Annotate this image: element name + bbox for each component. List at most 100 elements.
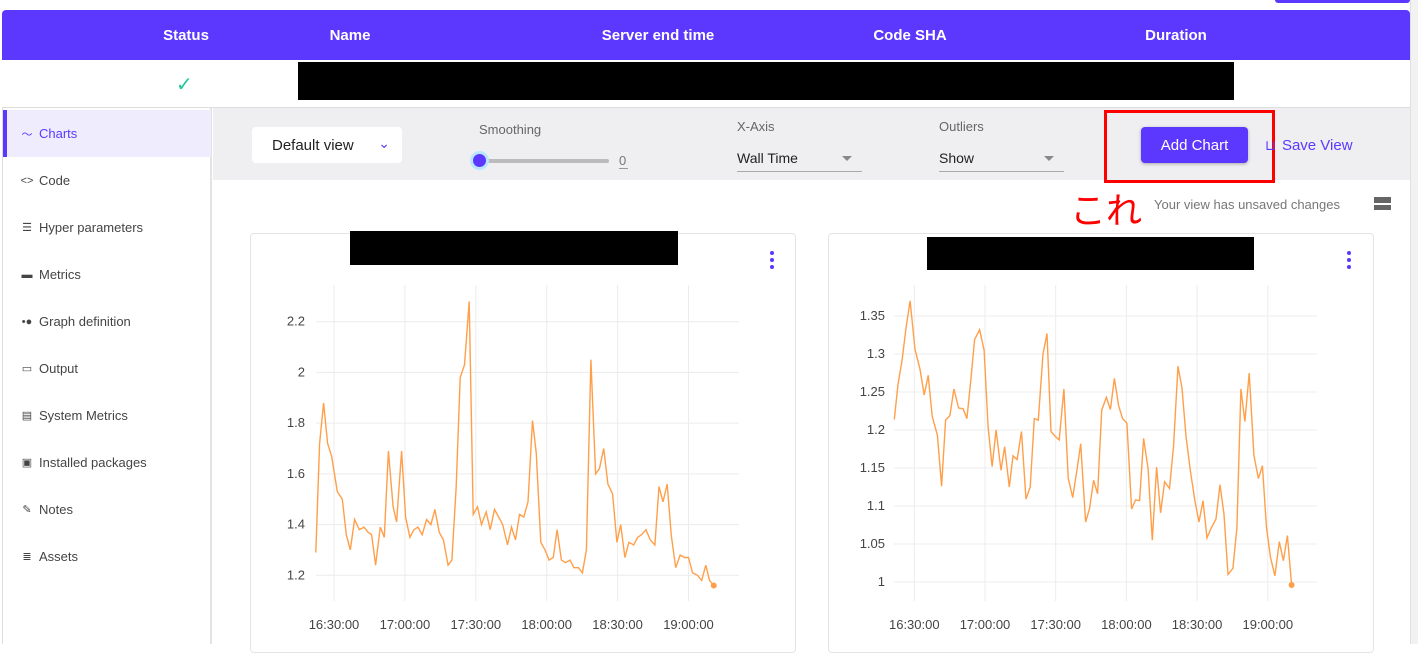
sidebar-item-label: Notes xyxy=(39,502,73,517)
x-tick-label: 18:30:00 xyxy=(1172,617,1223,632)
y-tick-label: 1.1 xyxy=(867,498,885,513)
column-code-sha[interactable]: Code SHA xyxy=(873,27,947,44)
smoothing-slider[interactable] xyxy=(479,159,609,163)
column-server-end-time[interactable]: Server end time xyxy=(601,27,715,44)
y-tick-label: 1.8 xyxy=(287,415,305,430)
sidebar-item-label: Hyper parameters xyxy=(39,220,144,235)
laptop-icon: ▭ xyxy=(21,363,33,375)
save-icon: ⊔ xyxy=(1265,137,1276,153)
sidebar-item-label: Installed packages xyxy=(39,455,147,470)
x-axis-label: X-Axis xyxy=(737,119,775,134)
x-tick-label: 18:00:00 xyxy=(521,617,572,632)
sidebar-item-assets[interactable]: ≣ Assets xyxy=(3,533,211,580)
x-tick-label: 16:30:00 xyxy=(309,617,360,632)
assets-icon: ≣ xyxy=(22,551,32,563)
outliers-select[interactable]: Show xyxy=(939,146,1064,172)
sidebar-item-charts[interactable]: 〜 Charts xyxy=(3,110,211,157)
dropdown-arrow-icon xyxy=(1044,156,1054,161)
x-tick-label: 17:00:00 xyxy=(380,617,431,632)
sidebar: 〜 Charts <> Code ☰ Hyper parameters ▬ Metric… xyxy=(2,108,212,644)
add-chart-button[interactable]: Add Chart xyxy=(1141,127,1248,163)
last-point-marker xyxy=(710,582,717,589)
more-options-icon[interactable] xyxy=(1347,251,1351,269)
x-tick-label: 17:00:00 xyxy=(960,617,1011,632)
column-duration[interactable]: Duration xyxy=(1145,27,1207,44)
column-status[interactable]: Status xyxy=(163,27,209,44)
series-line xyxy=(315,301,715,586)
dropdown-arrow-icon xyxy=(842,156,852,161)
chevron-down-icon: ⌄ xyxy=(378,135,390,151)
sidebar-item-code[interactable]: <> Code xyxy=(3,157,211,204)
sidebar-item-label: Assets xyxy=(39,549,79,564)
redacted-row-info xyxy=(298,62,1234,100)
save-view-label: Save View xyxy=(1281,137,1353,154)
list-icon: ☰ xyxy=(22,222,32,234)
sidebar-item-label: Graph definition xyxy=(39,314,131,329)
briefcase-icon: ▣ xyxy=(21,457,33,469)
line-chart: 1.2 1.4 1.6 1.8 2 2.2 16:30:00 17:00:00 17:30:00… xyxy=(287,285,739,632)
column-name[interactable]: Name xyxy=(329,27,371,44)
y-tick-label: 1.15 xyxy=(860,460,885,475)
y-tick-label: 1.6 xyxy=(287,466,305,481)
sidebar-item-system-metrics[interactable]: ▤ System Metrics xyxy=(3,392,211,439)
x-tick-label: 19:00:00 xyxy=(663,617,714,632)
sidebar-item-label: System Metrics xyxy=(39,408,128,423)
unsaved-changes-text: Your view has unsaved changes xyxy=(1154,197,1340,212)
chart-card: 1 1.05 1.1 1.15 1.2 1.25 1.3 1.35 16:30:00 17:00:… xyxy=(828,233,1374,653)
y-tick-label: 1.35 xyxy=(860,308,885,323)
more-options-icon[interactable] xyxy=(770,251,774,269)
layout-toggle-icon[interactable] xyxy=(1374,197,1391,210)
smoothing-value-input[interactable]: 0 xyxy=(619,153,628,169)
chart-line-icon: 〜 xyxy=(21,128,33,141)
y-tick-label: 1.2 xyxy=(867,422,885,437)
x-axis-select[interactable]: Wall Time xyxy=(737,146,862,172)
top-button-edge[interactable] xyxy=(1275,0,1410,3)
x-tick-label: 17:30:00 xyxy=(1030,617,1081,632)
metrics-icon: ▬ xyxy=(21,268,33,281)
save-view-button[interactable]: ⊔ Save View xyxy=(1265,137,1353,154)
check-icon: ✓ xyxy=(176,74,193,96)
y-tick-label: 1.25 xyxy=(860,384,885,399)
x-tick-label: 18:30:00 xyxy=(592,617,643,632)
y-tick-label: 1.4 xyxy=(287,517,305,532)
redacted-chart-title xyxy=(350,231,678,265)
x-tick-label: 19:00:00 xyxy=(1242,617,1293,632)
chart-card: 1.2 1.4 1.6 1.8 2 2.2 16:30:00 17:00:00 17:30:00… xyxy=(250,233,796,653)
view-selector[interactable]: Default view ⌄ xyxy=(252,127,402,163)
y-tick-label: 1.05 xyxy=(860,536,885,551)
smoothing-slider-thumb[interactable] xyxy=(473,154,486,167)
smoothing-label: Smoothing xyxy=(479,122,542,137)
x-axis-value: Wall Time xyxy=(737,150,798,166)
y-tick-label: 1 xyxy=(878,574,885,589)
sidebar-item-label: Charts xyxy=(39,126,78,141)
y-tick-label: 1.3 xyxy=(867,346,885,361)
x-tick-label: 17:30:00 xyxy=(450,617,501,632)
sidebar-item-label: Output xyxy=(39,361,79,376)
series-line xyxy=(893,300,1293,586)
experiment-table-header: Status Name Server end time Code SHA Dur… xyxy=(2,10,1410,60)
last-point-marker xyxy=(1288,582,1295,589)
code-icon: <> xyxy=(20,174,34,187)
sidebar-item-label: Metrics xyxy=(39,267,81,282)
sidebar-item-notes[interactable]: ✎ Notes xyxy=(3,486,211,533)
server-icon: ▤ xyxy=(21,410,33,422)
outliers-label: Outliers xyxy=(939,119,984,134)
sidebar-item-metrics[interactable]: ▬ Metrics xyxy=(3,251,211,298)
page-scrollbar[interactable] xyxy=(1410,0,1418,644)
x-tick-label: 18:00:00 xyxy=(1101,617,1152,632)
annotation-highlight-box xyxy=(1104,110,1275,183)
sidebar-item-graph-definition[interactable]: •● Graph definition xyxy=(3,298,211,345)
y-tick-label: 1.2 xyxy=(287,567,305,582)
outliers-value: Show xyxy=(939,150,975,166)
sidebar-item-output[interactable]: ▭ Output xyxy=(3,345,211,392)
sidebar-item-hyper-parameters[interactable]: ☰ Hyper parameters xyxy=(3,204,211,251)
pencil-icon: ✎ xyxy=(22,504,32,516)
graph-icon: •● xyxy=(21,315,33,328)
line-chart: 1 1.05 1.1 1.15 1.2 1.25 1.3 1.35 16:30:00 17:00:… xyxy=(860,285,1317,632)
sidebar-item-label: Code xyxy=(39,173,71,188)
y-tick-label: 2.2 xyxy=(287,314,305,329)
sidebar-item-installed-packages[interactable]: ▣ Installed packages xyxy=(3,439,211,486)
redacted-chart-title xyxy=(927,237,1254,270)
x-tick-label: 16:30:00 xyxy=(889,617,940,632)
view-selector-value: Default view xyxy=(272,136,354,154)
